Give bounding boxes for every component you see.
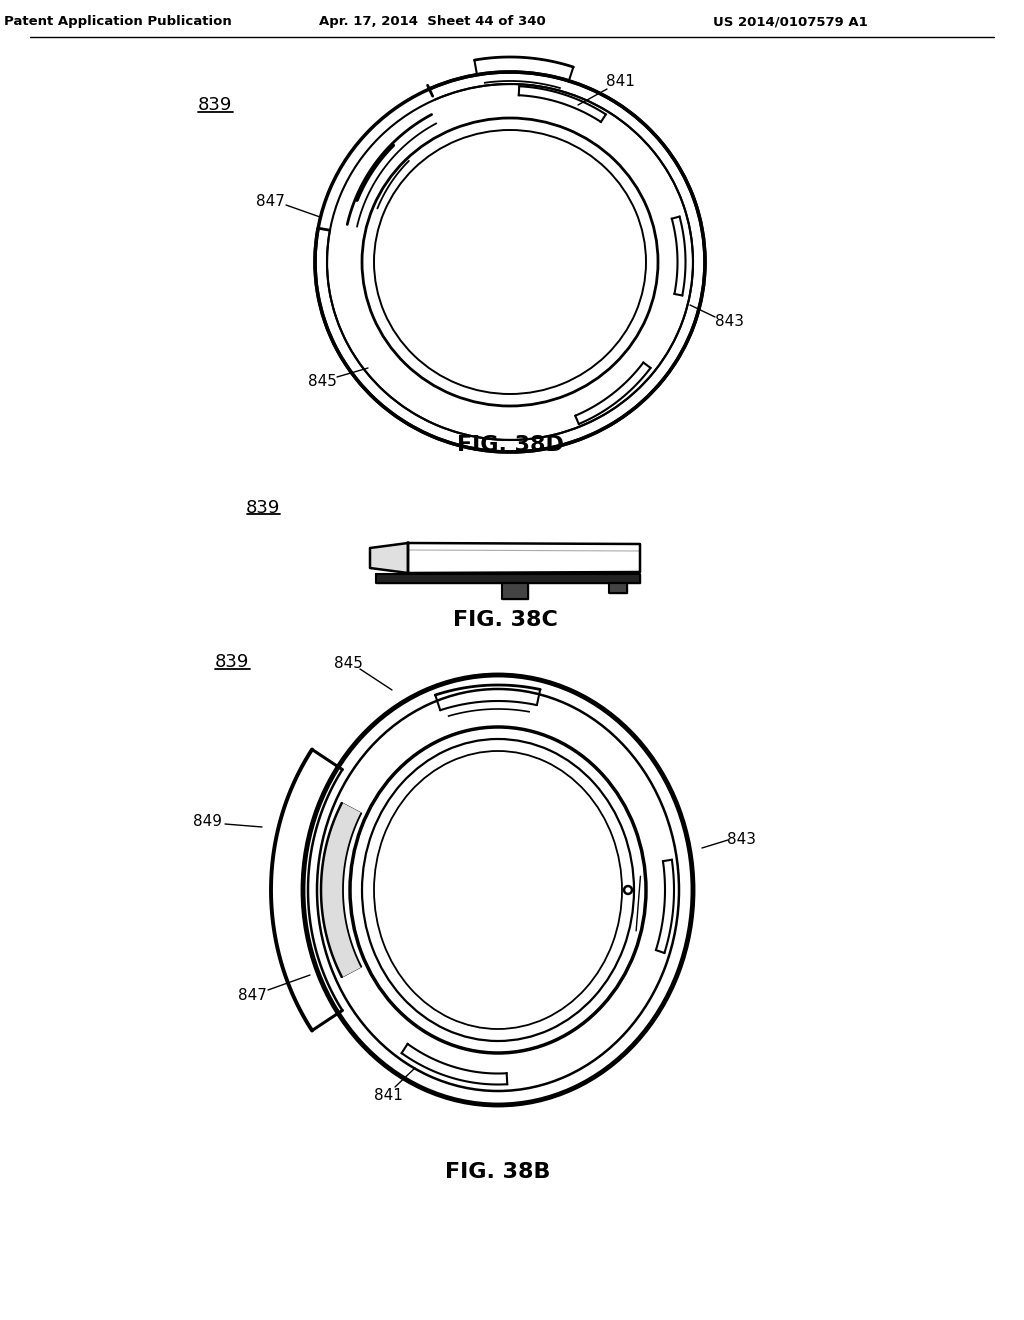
Text: 849: 849 (194, 814, 222, 829)
Polygon shape (376, 574, 640, 583)
Polygon shape (609, 583, 627, 593)
Text: 839: 839 (215, 653, 249, 671)
Text: FIG. 38D: FIG. 38D (457, 436, 563, 455)
Text: 845: 845 (334, 656, 362, 671)
Text: 847: 847 (238, 987, 266, 1002)
Circle shape (624, 886, 633, 895)
Text: FIG. 38B: FIG. 38B (445, 1162, 551, 1181)
Polygon shape (502, 583, 528, 599)
Circle shape (626, 888, 630, 892)
Text: 839: 839 (198, 96, 232, 114)
Text: 847: 847 (256, 194, 285, 210)
Polygon shape (370, 543, 408, 573)
Text: 843: 843 (716, 314, 744, 330)
Polygon shape (408, 543, 640, 573)
Text: Apr. 17, 2014  Sheet 44 of 340: Apr. 17, 2014 Sheet 44 of 340 (318, 16, 546, 29)
Text: FIG. 38C: FIG. 38C (453, 610, 557, 630)
Text: 841: 841 (374, 1088, 402, 1102)
Text: 841: 841 (605, 74, 635, 90)
Polygon shape (321, 803, 361, 977)
Text: Patent Application Publication: Patent Application Publication (4, 16, 231, 29)
Text: 839: 839 (246, 499, 281, 517)
Text: 845: 845 (307, 375, 337, 389)
Text: 843: 843 (727, 833, 757, 847)
Text: US 2014/0107579 A1: US 2014/0107579 A1 (713, 16, 867, 29)
